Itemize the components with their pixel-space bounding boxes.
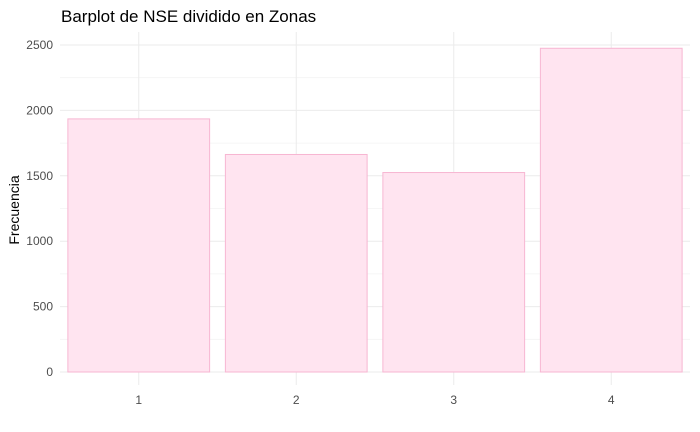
- y-tick-label: 0: [46, 365, 53, 379]
- y-tick-label: 1000: [26, 234, 53, 248]
- x-tick-label: 2: [293, 393, 300, 407]
- bar-4: [539, 47, 683, 373]
- y-tick-label: 500: [33, 300, 53, 314]
- bar-1: [67, 118, 211, 373]
- x-tick-label: 4: [608, 393, 615, 407]
- bar-2: [224, 153, 368, 373]
- x-tick-label: 1: [135, 393, 142, 407]
- y-tick-label: 2500: [26, 38, 53, 52]
- y-tick-label: 1500: [26, 169, 53, 183]
- x-axis-ticks: 1 2 3 4: [135, 393, 615, 407]
- bar-3: [382, 172, 526, 373]
- chart-title: Barplot de NSE dividido en Zonas: [61, 7, 316, 26]
- bars: [67, 47, 683, 373]
- y-axis-label: Frecuencia: [6, 175, 22, 244]
- y-tick-label: 2000: [26, 103, 53, 117]
- x-tick-label: 3: [450, 393, 457, 407]
- y-axis-ticks: 0 500 1000 1500 2000 2500: [26, 38, 53, 379]
